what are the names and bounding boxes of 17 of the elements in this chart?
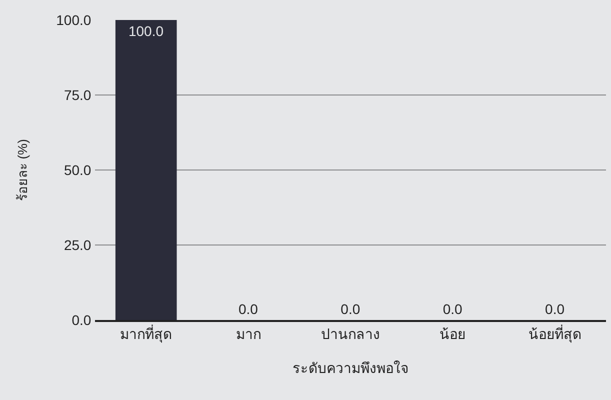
y-tick-label: 25.0	[64, 236, 92, 253]
y-tick-label: 75.0	[64, 86, 92, 103]
y-tick-label: 0.0	[72, 312, 92, 328]
data-label: 0.0	[238, 301, 258, 317]
data-label: 0.0	[340, 301, 360, 317]
y-tick-label: 100.0	[56, 12, 92, 28]
data-label: 0.0	[545, 301, 565, 317]
y-tick-label: 50.0	[64, 162, 92, 178]
x-tick-label: มากที่สุด	[120, 324, 172, 343]
x-tick-label: น้อย	[440, 326, 466, 342]
x-axis-title: ระดับความพึงพอใจ	[292, 360, 408, 376]
x-tick-label: น้อยที่สุด	[528, 324, 582, 343]
data-label: 0.0	[442, 301, 463, 317]
x-tick-label: มาก	[236, 326, 261, 342]
data-label: 100.0	[128, 23, 164, 39]
x-tick-label: ปานกลาง	[321, 326, 380, 342]
y-axis-title: ร้อยละ (%)	[15, 139, 30, 201]
